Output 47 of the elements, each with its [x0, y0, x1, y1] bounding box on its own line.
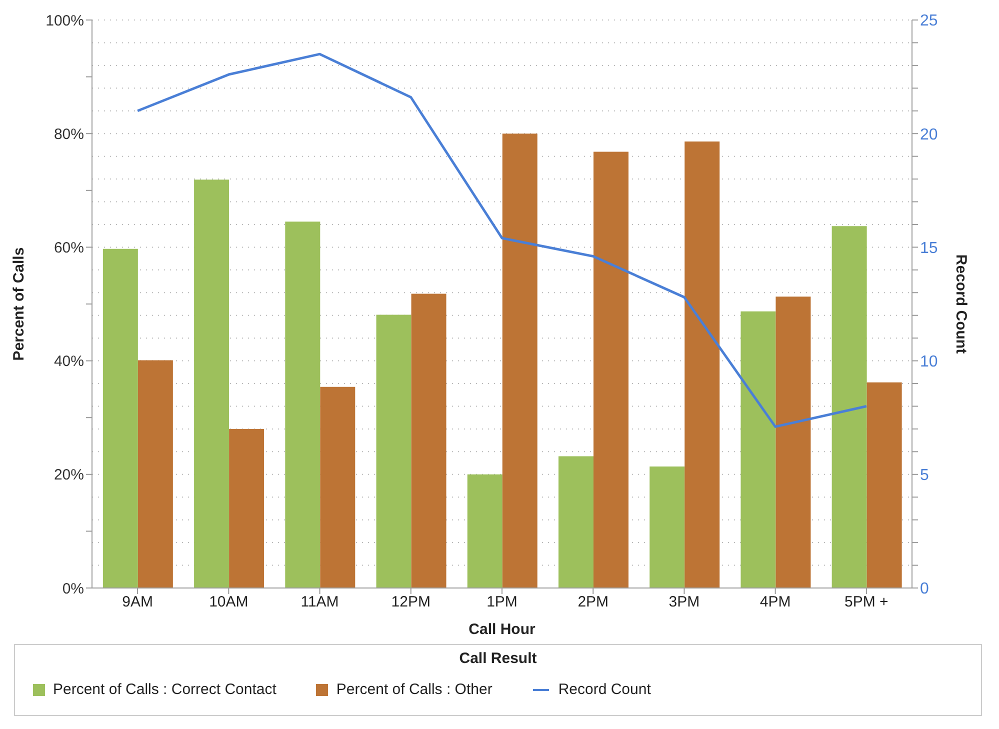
y-tick-label: 40%	[54, 353, 84, 370]
x-tick-label: 1PM	[486, 594, 518, 611]
bar	[866, 382, 902, 588]
y-tick-label: 20%	[54, 466, 84, 484]
y2-tick-label: 25	[920, 12, 938, 30]
y-tick-label: 80%	[54, 126, 84, 143]
x-tick-label: 12PM	[391, 594, 430, 611]
bar	[320, 386, 356, 588]
x-tick-label: 4PM	[760, 594, 791, 611]
x-tick-label: 5PM +	[844, 594, 889, 611]
y2-tick-label: 15	[920, 240, 938, 257]
y2-tick-label: 10	[920, 353, 938, 370]
bar	[467, 474, 502, 588]
bar	[740, 311, 776, 588]
bar	[194, 180, 230, 588]
bar	[650, 466, 685, 588]
x-axis-title: Call Hour	[468, 621, 536, 638]
bar	[776, 296, 811, 588]
bar	[502, 134, 538, 588]
bar	[138, 360, 173, 588]
bar	[832, 226, 867, 588]
bar	[558, 456, 594, 588]
y-tick-label: 0%	[62, 580, 84, 598]
x-tick-label: 2PM	[578, 594, 609, 611]
bar	[102, 248, 138, 588]
y2-tick-label: 0	[920, 580, 929, 598]
x-tick-label: 10AM	[209, 594, 248, 611]
x-tick-label: 3PM	[668, 594, 700, 611]
line-series	[136, 52, 868, 428]
bar	[229, 428, 264, 588]
bar	[411, 294, 446, 588]
y2-tick-label: 20	[920, 126, 938, 144]
y-tick-label: 100%	[46, 12, 84, 30]
y2-tick-label: 5	[920, 467, 929, 484]
y-tick-label: 60%	[54, 240, 84, 257]
bar	[593, 152, 628, 588]
legend-title: Call Result	[458, 650, 538, 667]
legend-label: Record Count	[558, 681, 651, 698]
bar	[285, 222, 320, 588]
y2-axis-title: Record Count	[952, 254, 970, 354]
legend-label: Percent of Calls : Correct Contact	[53, 681, 276, 698]
x-tick-label: 11AM	[300, 594, 339, 611]
y-axis-title: Percent of Calls	[10, 247, 28, 361]
legend-label: Percent of Calls : Other	[336, 681, 492, 698]
x-tick-label: 9AM	[122, 594, 153, 611]
bar	[376, 314, 412, 588]
bar	[684, 142, 720, 588]
